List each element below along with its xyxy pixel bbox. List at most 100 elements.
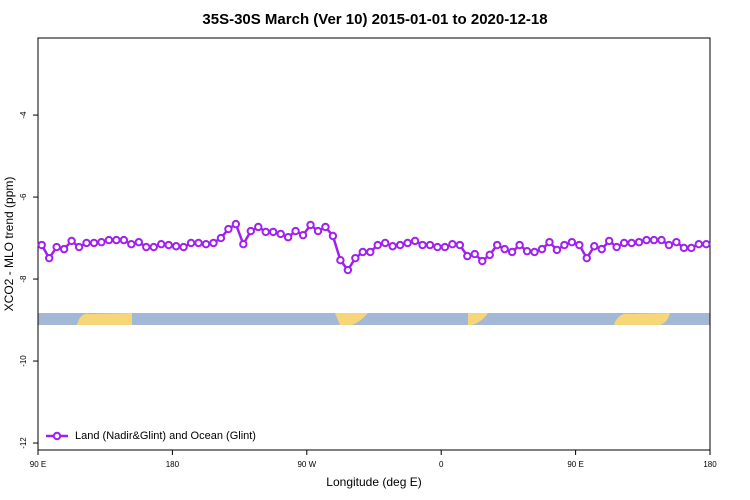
land-patch — [614, 313, 670, 325]
data-point — [463, 251, 472, 261]
data-point — [395, 240, 405, 250]
data-point — [261, 227, 270, 237]
data-point — [328, 231, 338, 241]
data-point — [112, 235, 121, 245]
data-point — [522, 246, 532, 256]
data-point — [224, 224, 233, 234]
data-point — [291, 226, 300, 236]
data-point — [425, 240, 435, 250]
data-point — [209, 238, 218, 248]
data-point — [485, 250, 494, 260]
data-point — [605, 236, 614, 246]
data-point — [239, 240, 248, 249]
data-point — [276, 229, 285, 239]
chart-title: 35S-30S March (Ver 10) 2015-01-01 to 202… — [202, 11, 547, 28]
data-point — [321, 222, 330, 232]
data-point — [216, 233, 226, 243]
data-point — [231, 219, 241, 229]
y-tick-label: -6 — [19, 193, 28, 201]
x-tick-label: 90 W — [297, 460, 316, 469]
data-point — [201, 240, 211, 249]
data-point — [433, 242, 442, 252]
data-point — [306, 220, 315, 230]
x-tick-label: 0 — [439, 460, 444, 469]
y-axis-label: XCO2 - MLO trend (ppm) — [2, 177, 16, 312]
data-point — [179, 242, 188, 252]
data-point — [575, 240, 584, 250]
data-point — [545, 237, 554, 247]
land-patch — [335, 313, 368, 325]
data-point — [119, 235, 129, 245]
data-point — [313, 226, 323, 236]
data-point — [493, 240, 502, 250]
data-point — [634, 237, 644, 247]
data-point — [52, 242, 61, 252]
data-point — [455, 240, 465, 250]
data-point — [298, 230, 308, 240]
data-point — [373, 240, 382, 250]
data-point — [89, 238, 99, 248]
data-point — [381, 238, 390, 248]
data-point — [440, 242, 450, 252]
x-tick-label: 90 E — [567, 460, 583, 469]
data-point — [186, 238, 196, 248]
data-point — [134, 237, 144, 247]
data-point — [37, 240, 46, 250]
data-point — [470, 249, 479, 259]
land-patch — [77, 313, 132, 325]
data-point — [664, 240, 674, 250]
y-tick-label: -12 — [19, 437, 28, 449]
data-point — [657, 235, 666, 245]
data-point — [97, 237, 106, 247]
data-point — [582, 253, 591, 263]
data-point — [283, 233, 293, 242]
data-point — [530, 247, 539, 257]
data-point — [149, 242, 158, 252]
data-point — [269, 227, 278, 237]
data-point — [59, 244, 69, 254]
data-line — [40, 222, 707, 273]
data-point — [552, 245, 562, 255]
data-point — [45, 253, 54, 263]
data-point — [418, 240, 427, 250]
land-patch — [468, 313, 488, 325]
data-point — [67, 236, 76, 246]
data-point — [478, 256, 487, 266]
data-point — [560, 240, 569, 250]
y-tick-label: -4 — [19, 111, 28, 119]
data-point — [171, 242, 181, 251]
data-point — [679, 243, 689, 253]
data-point — [246, 226, 256, 236]
data-point — [366, 247, 375, 257]
data-point — [157, 240, 166, 249]
y-tick-label: -10 — [19, 355, 28, 367]
data-point — [351, 253, 360, 263]
data-point — [336, 255, 345, 265]
land-ocean-strip — [38, 313, 710, 325]
x-tick-label: 180 — [703, 460, 717, 469]
legend-label: Land (Nadir&Glint) and Ocean (Glint) — [75, 430, 256, 442]
data-point — [403, 238, 412, 248]
y-tick-label: -8 — [19, 275, 28, 283]
data-point — [74, 242, 84, 252]
data-point — [448, 240, 457, 249]
data-point — [567, 237, 577, 247]
data-point — [142, 242, 151, 252]
data-point — [694, 240, 703, 249]
data-point — [127, 240, 136, 249]
data-point — [410, 236, 420, 246]
data-point — [702, 240, 711, 249]
data-point — [104, 235, 114, 245]
data-point — [164, 240, 173, 250]
data-point — [619, 238, 629, 248]
data-point — [254, 222, 263, 232]
data-point — [642, 235, 651, 245]
data-point — [388, 242, 397, 251]
data-point — [597, 244, 606, 254]
data-point — [194, 238, 203, 248]
data-point — [590, 242, 599, 251]
data-point — [627, 238, 636, 248]
x-axis-label: Longitude (deg E) — [326, 475, 421, 489]
